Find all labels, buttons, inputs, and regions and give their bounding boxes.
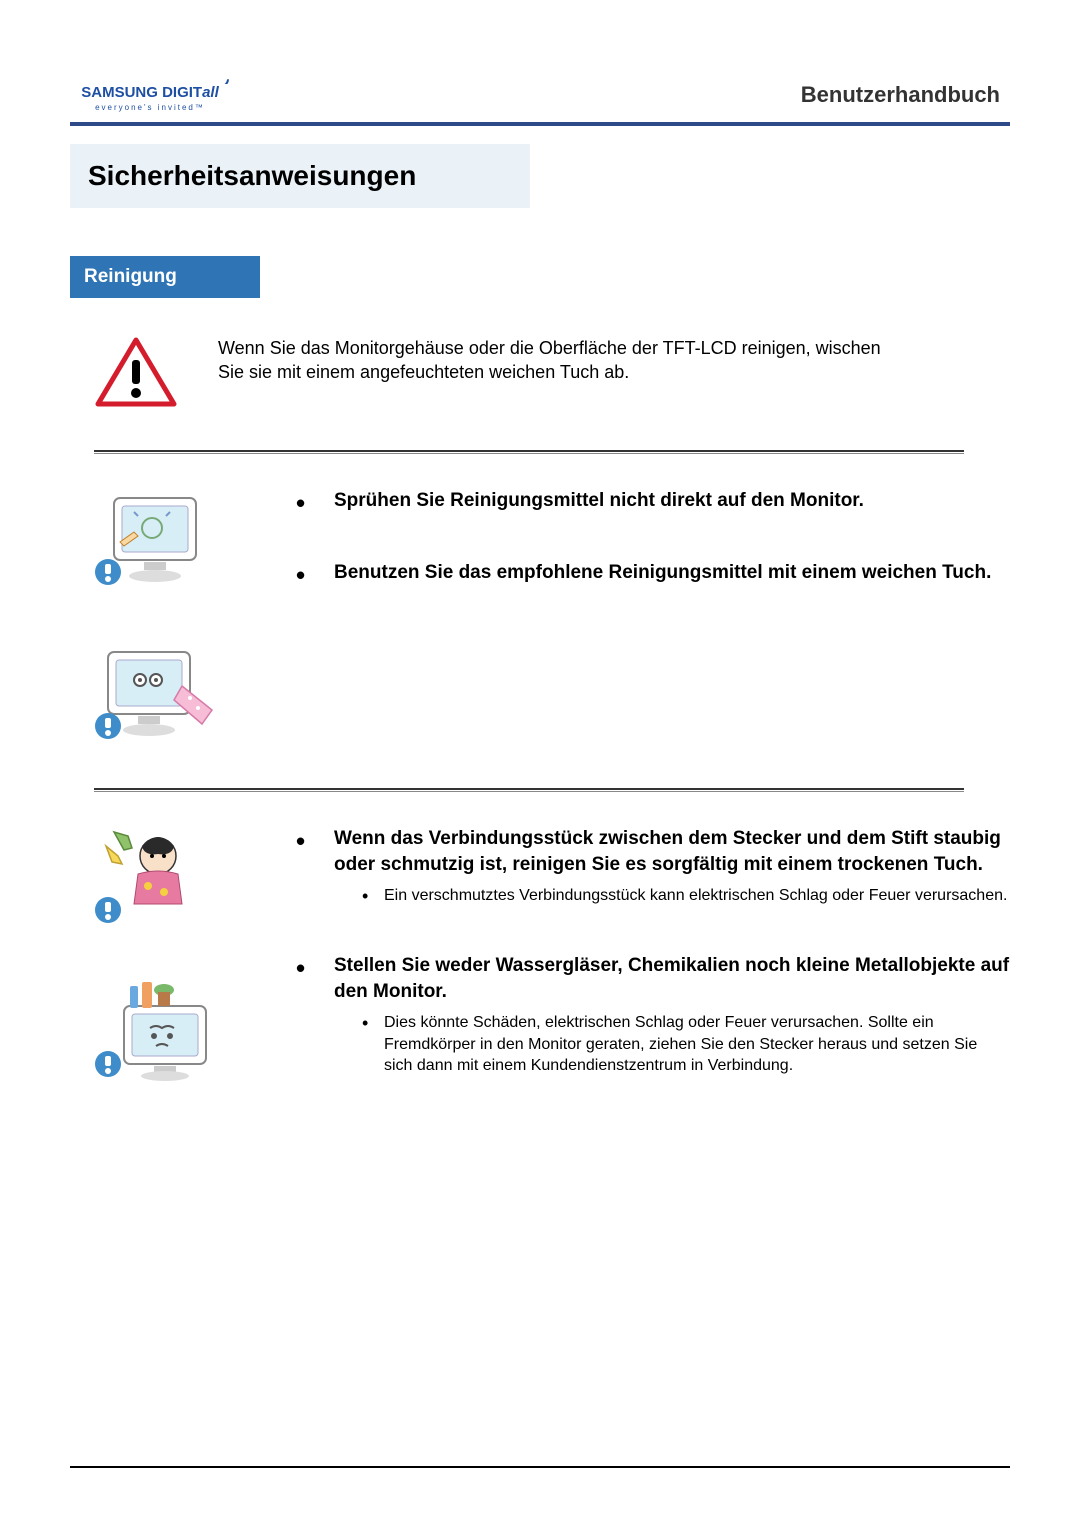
instruction-text: Stellen Sie weder Wassergläser, Chemikal…	[334, 955, 1009, 1002]
brand-tail-text: all	[202, 84, 219, 101]
instruction-item: Benutzen Sie das empfohlene Reinigungsmi…	[296, 560, 1010, 586]
content-column-2: Wenn das Verbindungsstück zwischen dem S…	[262, 822, 1010, 1123]
page-title: Sicherheitsanweisungen	[88, 160, 416, 191]
person-cleaning-icon	[94, 822, 222, 932]
brand-name: SAMSUNG DIGITall	[81, 84, 219, 101]
sub-list: Ein verschmutztes Verbindungsstück kann …	[334, 885, 1010, 907]
divider-rule-2	[94, 788, 964, 792]
objects-on-monitor-icon	[94, 976, 222, 1086]
content-column-1: Sprühen Sie Reinigungsmittel nicht direk…	[262, 484, 1010, 631]
cloth-monitor-icon	[94, 638, 222, 748]
section-2: Wenn das Verbindungsstück zwischen dem S…	[94, 822, 1010, 1123]
page-title-bar: Sicherheitsanweisungen	[70, 144, 530, 208]
instruction-text: Sprühen Sie Reinigungsmittel nicht direk…	[334, 490, 864, 511]
instruction-list-2: Wenn das Verbindungsstück zwischen dem S…	[262, 826, 1010, 1077]
instruction-text: Wenn das Verbindungsstück zwischen dem S…	[334, 828, 1001, 875]
page-header: SAMSUNG DIGITall everyone's invited™ Ben…	[70, 60, 1010, 112]
divider-rule-1	[94, 450, 964, 454]
instruction-item: Sprühen Sie Reinigungsmittel nicht direk…	[296, 488, 1010, 514]
instruction-text: Benutzen Sie das empfohlene Reinigungsmi…	[334, 562, 991, 583]
illustration-column-1	[94, 484, 222, 748]
header-rule	[70, 122, 1010, 126]
illustration-column-2	[94, 822, 222, 1086]
intro-row: Wenn Sie das Monitorgehäuse oder die Obe…	[94, 336, 1010, 410]
brand-logo: SAMSUNG DIGITall everyone's invited™	[70, 60, 230, 112]
sub-item: Ein verschmutztes Verbindungsstück kann …	[362, 885, 1010, 907]
document-title: Benutzerhandbuch	[801, 82, 1000, 108]
section-heading: Reinigung	[70, 256, 260, 298]
sub-list: Dies könnte Schäden, elektrischen Schlag…	[334, 1012, 1010, 1077]
instruction-item: Stellen Sie weder Wassergläser, Chemikal…	[296, 953, 1010, 1077]
brand-main-text: SAMSUNG DIGIT	[81, 84, 202, 101]
instruction-item: Wenn das Verbindungsstück zwischen dem S…	[296, 826, 1010, 907]
spray-monitor-icon	[94, 484, 222, 594]
logo-swoosh-icon	[70, 60, 230, 84]
footer-rule	[70, 1466, 1010, 1468]
brand-tagline: everyone's invited™	[95, 103, 205, 112]
sub-item: Dies könnte Schäden, elektrischen Schlag…	[362, 1012, 1010, 1077]
warning-triangle-icon	[94, 336, 178, 410]
intro-text: Wenn Sie das Monitorgehäuse oder die Obe…	[218, 336, 888, 385]
instruction-list-1: Sprühen Sie Reinigungsmittel nicht direk…	[262, 488, 1010, 585]
section-1: Sprühen Sie Reinigungsmittel nicht direk…	[94, 484, 1010, 748]
